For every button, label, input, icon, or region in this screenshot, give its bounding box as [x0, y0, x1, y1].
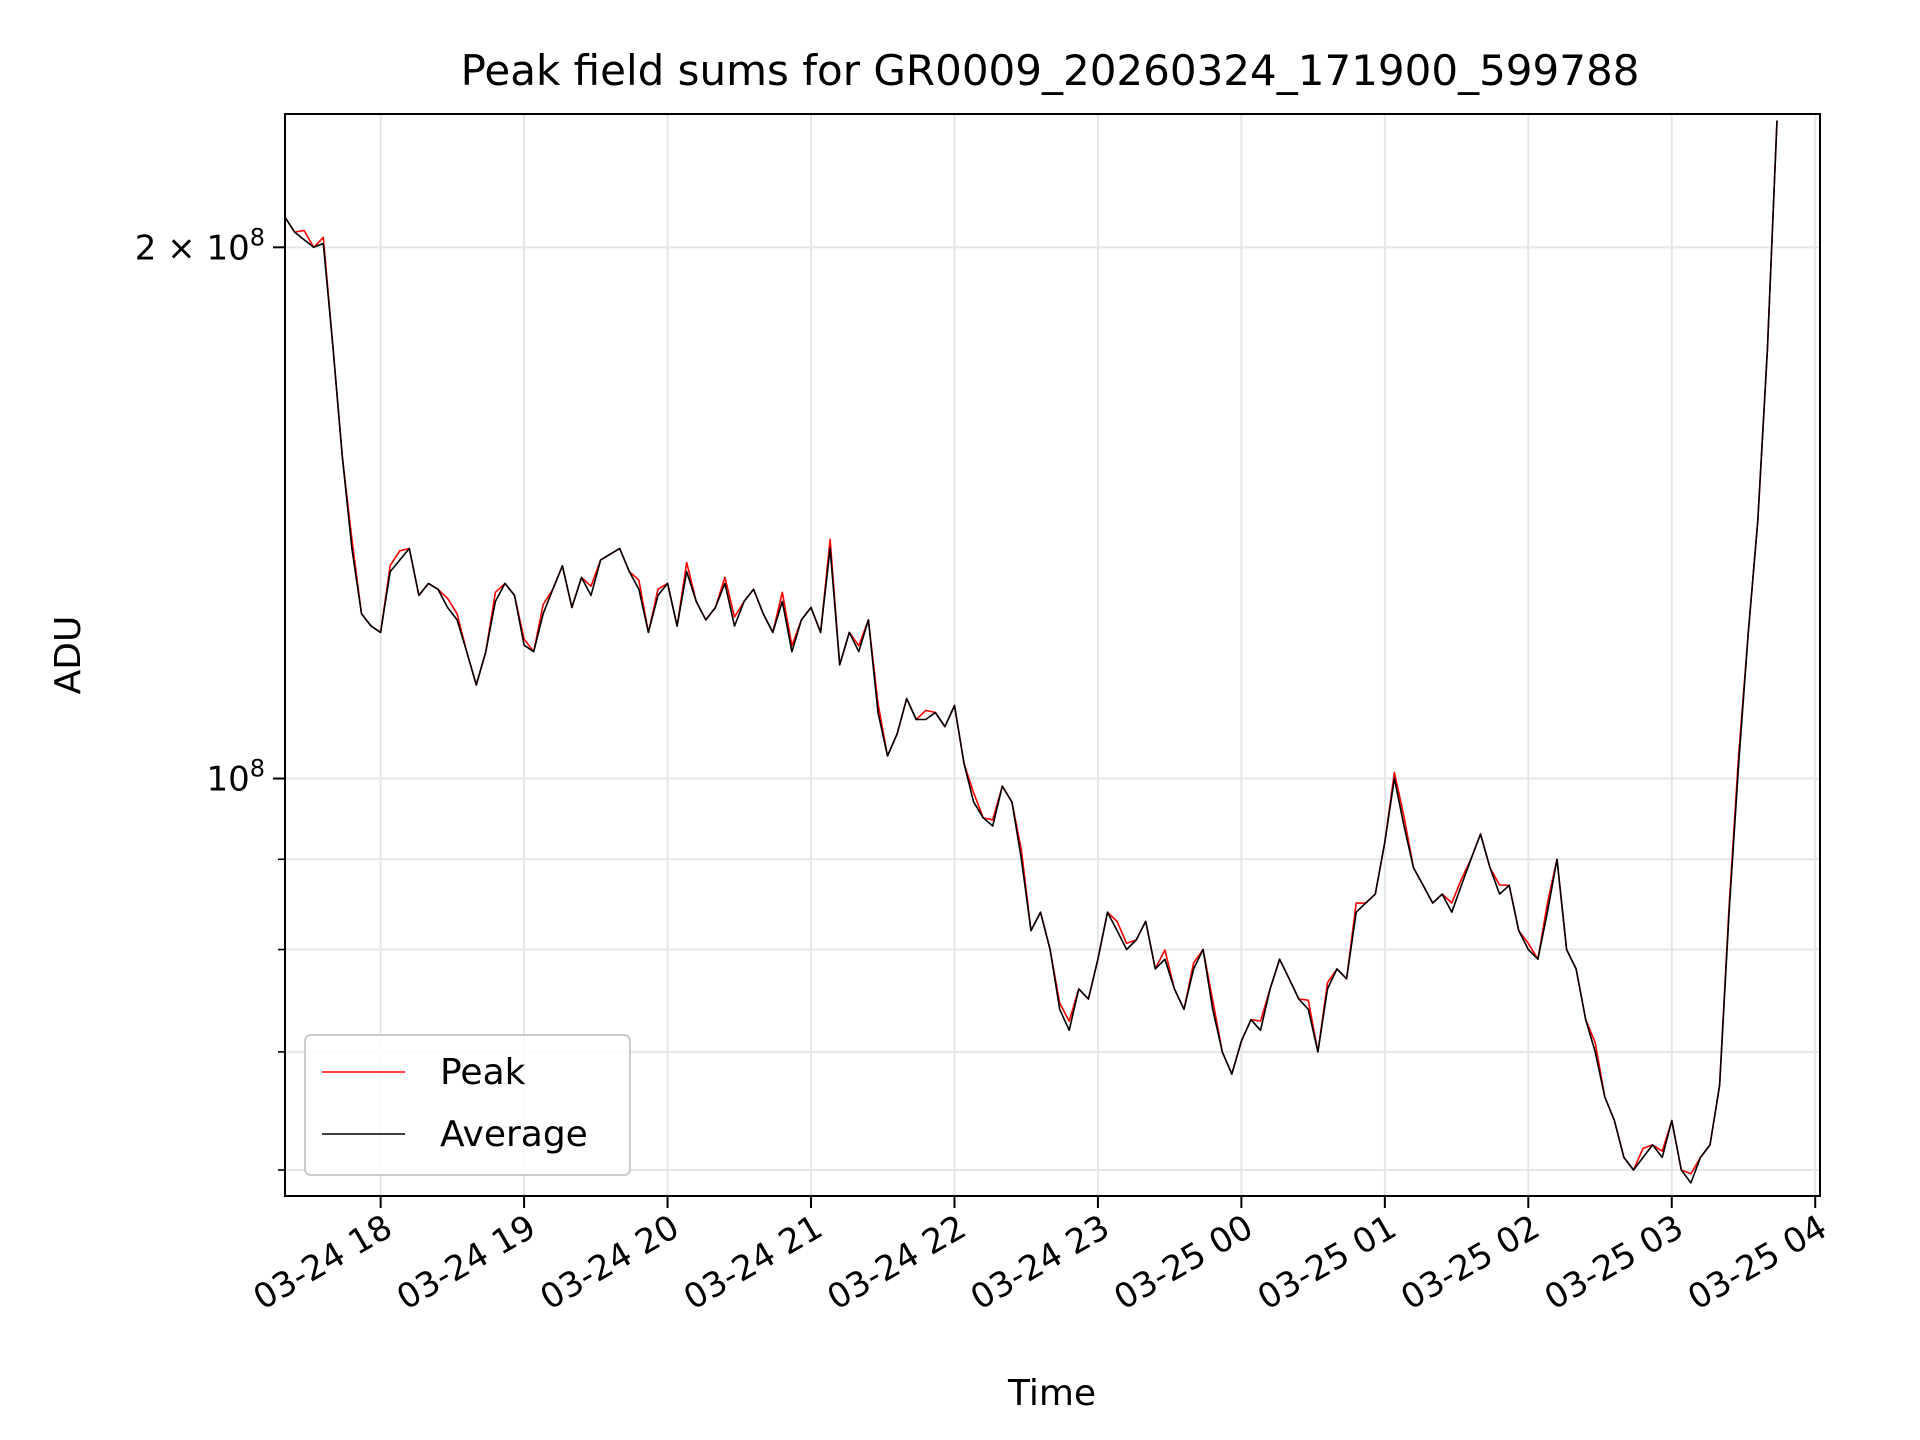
series-line-average	[284, 120, 1778, 1184]
grid-lines	[285, 114, 1820, 1196]
plot-area-frame	[284, 113, 1821, 1197]
y-tick-label: 2 × 108	[135, 223, 265, 268]
legend-label-average: Average	[440, 1114, 588, 1155]
y-tick-exponent: 8	[250, 755, 265, 783]
y-axis-label: ADU	[48, 616, 89, 695]
series-layer	[284, 120, 1778, 1184]
y-tick-exponent: 8	[250, 223, 265, 251]
y-tick-base: 10	[206, 760, 249, 800]
legend: Peak Average	[304, 1034, 631, 1176]
y-tick-label: 108	[206, 755, 265, 800]
x-axis-label: Time	[1007, 1373, 1096, 1414]
legend-label-peak: Peak	[440, 1052, 526, 1093]
chart-title: Peak field sums for GR0009_20260324_1719…	[461, 46, 1640, 95]
y-tick-coef: 2 ×	[135, 228, 207, 268]
legend-box	[304, 1034, 631, 1176]
y-tick-base: 10	[206, 228, 249, 268]
